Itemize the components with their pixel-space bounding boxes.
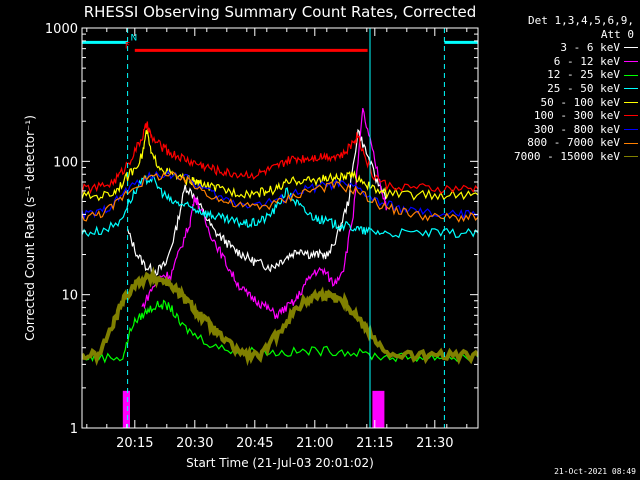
legend-header-1: Det 1,3,4,5,6,9, xyxy=(528,14,634,27)
legend-swatch xyxy=(624,61,638,63)
legend-entry-3: 25 - 50 keV xyxy=(482,82,638,96)
x-tick-label-1: 20:30 xyxy=(176,436,213,451)
x-tick-label-0: 20:15 xyxy=(116,436,153,451)
legend-entry-6: 300 - 800 keV xyxy=(482,123,638,137)
legend-entry-1: 6 - 12 keV xyxy=(482,55,638,69)
legend-label: 50 - 100 keV xyxy=(540,95,620,109)
legend-entry-0: 3 - 6 keV xyxy=(482,41,638,55)
series-line-5 xyxy=(82,121,478,195)
legend-label: 7000 - 15000 keV xyxy=(514,149,620,163)
series-line-7 xyxy=(82,171,478,223)
legend-label: 100 - 300 keV xyxy=(533,109,620,123)
interval-label-0: N xyxy=(130,33,137,43)
legend-label: 6 - 12 keV xyxy=(553,54,620,68)
y-axis-label: Corrected Count Rate (s⁻¹ detector⁻¹) xyxy=(23,115,37,341)
legend-entry-5: 100 - 300 keV xyxy=(482,109,638,123)
legend-swatch xyxy=(624,101,638,103)
legend: Det 1,3,4,5,6,9, Att 0 3 - 6 keV 6 - 12 k… xyxy=(482,14,638,164)
legend-swatch xyxy=(624,47,638,49)
y-tick-label-0: 1 xyxy=(70,422,78,437)
x-tick-label-4: 21:15 xyxy=(356,436,393,451)
plot-frame xyxy=(81,27,479,429)
legend-entry-8: 7000 - 15000 keV xyxy=(482,150,638,164)
legend-label: 25 - 50 keV xyxy=(547,81,620,95)
x-tick-label-5: 21:30 xyxy=(416,436,453,451)
y-tick-label-1: 10 xyxy=(61,289,78,304)
legend-label: 300 - 800 keV xyxy=(533,122,620,136)
legend-entry-4: 50 - 100 keV xyxy=(482,96,638,110)
series-line-0 xyxy=(127,128,388,276)
legend-entry-2: 12 - 25 keV xyxy=(482,68,638,82)
legend-swatch xyxy=(624,156,638,158)
legend-swatch xyxy=(624,88,638,90)
y-tick-label-3: 1000 xyxy=(45,22,78,37)
legend-swatch xyxy=(624,115,638,117)
legend-label: 800 - 7000 keV xyxy=(527,136,620,150)
legend-label: 12 - 25 keV xyxy=(547,68,620,82)
x-tick-label-3: 21:00 xyxy=(296,436,333,451)
series-line-1 xyxy=(141,107,388,319)
legend-swatch xyxy=(624,74,638,76)
legend-label: 3 - 6 keV xyxy=(560,41,620,55)
timestamp: 21-Oct-2021 08:49 xyxy=(554,467,636,476)
chart-title: RHESSI Observing Summary Count Rates, Co… xyxy=(84,3,477,21)
series-line-6 xyxy=(82,169,478,221)
x-tick-label-2: 20:45 xyxy=(236,436,273,451)
attenuator-block-1 xyxy=(372,390,385,428)
legend-swatch xyxy=(624,129,638,131)
series-line-4 xyxy=(82,129,478,202)
x-axis-label: Start Time (21-Jul-03 20:01:02) xyxy=(186,456,374,470)
interval-label-1: F xyxy=(125,41,130,51)
legend-swatch xyxy=(624,142,638,144)
legend-header-2: Att 0 xyxy=(600,27,634,41)
series-line-8 xyxy=(82,266,478,367)
series-line-3 xyxy=(82,175,478,239)
legend-entry-7: 800 - 7000 keV xyxy=(482,136,638,150)
y-tick-label-2: 100 xyxy=(53,155,78,170)
attenuator-block-0 xyxy=(122,390,130,428)
